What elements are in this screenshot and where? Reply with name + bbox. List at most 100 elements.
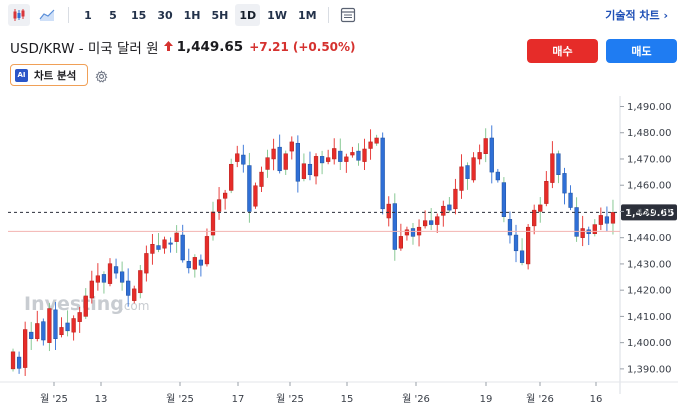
price-change-percent: (+0.50%) [292,40,356,54]
x-tick-label: 19 [480,394,493,405]
candle-body [101,274,107,283]
chart-settings-icon[interactable] [337,4,359,26]
x-tick-label: 월 '26 [402,393,430,405]
candle [113,258,119,279]
interval-1d[interactable]: 1D [235,4,261,26]
candle-body [259,171,264,187]
candle [495,168,500,183]
area-chart-type-icon[interactable] [36,4,58,26]
candle-body [89,280,94,299]
candle [501,177,507,223]
candle-body [144,253,149,274]
candle-body [113,266,119,274]
candle-body [392,203,397,250]
candle-body [374,137,379,144]
technical-chart-link[interactable]: 기술적 차트 › [605,9,668,22]
candle-body [77,312,82,322]
candle-body [107,263,113,284]
candle [119,261,125,291]
candle [132,285,137,304]
candle [489,125,494,184]
candle-body [198,259,204,266]
current-price-badge [621,204,677,221]
candle-body [459,166,464,191]
candle-body [35,323,40,339]
candle [374,134,379,146]
candle-body [538,204,543,212]
candle-body [119,271,125,283]
candle [453,178,458,215]
interval-15[interactable]: 15 [131,8,147,22]
candle [586,226,591,246]
x-tick-label: 16 [590,394,603,405]
x-tick-label: 13 [95,394,108,405]
candle [71,315,76,341]
symbol-name: USD/KRW - 미국 달러 원 [10,41,159,57]
candle-body [501,182,507,217]
x-tick-label: 15 [341,394,354,405]
interval-1m[interactable]: 1M [297,8,317,22]
candle-body [283,153,288,170]
candle [392,193,397,261]
candle-body [532,209,537,227]
candle-body [453,188,458,210]
candle-body [483,138,488,154]
interval-5[interactable]: 5 [109,8,117,22]
candle-body [71,318,76,333]
candle [16,351,22,374]
candle-body [398,236,403,249]
candle [465,162,470,190]
candle [204,228,210,267]
chart-toolbar: 1 5 15 30 1H 5H 1D 1W 1M 기술적 차트 › [0,0,678,30]
buy-button[interactable]: 매수 [527,39,598,63]
candle [162,236,167,254]
candle-body [16,356,22,369]
gear-icon[interactable] [95,68,108,87]
quote-header: USD/KRW - 미국 달러 원 1,449.65 +7.21 (+0.50%… [10,38,360,57]
candle-body [319,156,325,164]
price-lines: 1,449.65 [8,204,677,232]
candle [77,306,82,333]
candle [65,310,70,337]
candle-body [95,275,100,283]
candle-body [362,148,367,162]
candle-body [29,331,34,339]
candle [35,310,40,342]
candlestick-type-icon[interactable] [8,4,30,26]
ai-chart-analysis-button[interactable]: AI 차트 분석 [10,64,88,86]
candle-body [65,322,70,332]
candle [422,210,428,229]
candles [10,125,616,376]
candle-body [271,148,276,160]
current-price-label: 1,449.65 [625,208,674,219]
price-up-arrow-icon [163,39,173,55]
y-tick-label: 1,430.00 [627,259,672,270]
candle-body [580,228,585,238]
candle-body [47,308,52,343]
candle [350,146,355,158]
candle [216,187,222,220]
candle-body [489,137,494,173]
interval-1h[interactable]: 1H [183,8,201,22]
interval-1w[interactable]: 1W [267,8,287,22]
interval-5h[interactable]: 5H [211,8,229,22]
candle [150,234,155,265]
candle [380,132,385,215]
x-tick-label: 월 '26 [526,393,554,405]
candle [247,152,252,223]
candle-body [332,148,337,160]
y-tick-label: 1,460.00 [627,181,672,192]
candle [532,204,537,235]
candle [107,258,113,287]
interval-30[interactable]: 30 [157,8,173,22]
candle-body [556,153,561,175]
interval-1[interactable]: 1 [84,8,92,22]
candle-body [326,157,331,162]
price-chart[interactable]: Investing .com 1,449.65 1,490.00 1,480.00… [0,96,678,418]
candle-body [307,163,313,175]
candle [416,219,422,247]
candle-body [168,242,173,245]
candle-body [350,152,355,156]
candle-body [338,150,343,162]
sell-button[interactable]: 매도 [606,39,677,63]
